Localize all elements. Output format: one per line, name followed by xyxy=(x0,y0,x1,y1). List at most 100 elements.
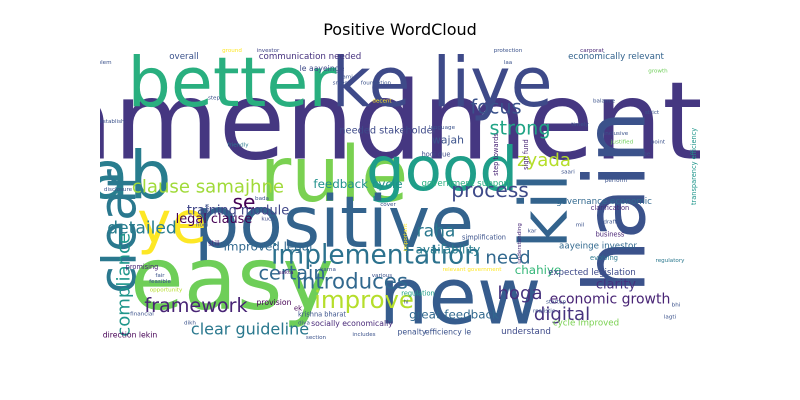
word-strong: strong xyxy=(489,116,550,139)
word-rule: rule xyxy=(260,131,408,220)
word-governance-economic: governance economic xyxy=(556,197,652,207)
word-certain: certain xyxy=(258,262,325,285)
word-ek: ek xyxy=(294,305,302,313)
word-step-towards: step towards xyxy=(492,133,500,176)
word-chahiye: chahiye xyxy=(515,263,562,277)
word-important: important xyxy=(403,223,409,251)
word-improve: improve xyxy=(314,285,414,314)
word-training-module: training module xyxy=(187,203,289,218)
word-cover: cover xyxy=(380,202,396,208)
cloud-background xyxy=(100,48,700,344)
word-hogi-due: hogi due xyxy=(422,151,451,159)
word-aayeinge-investor: aayeinge investor xyxy=(559,241,637,251)
word-wajah: wajah xyxy=(432,133,464,146)
word-investor: investor xyxy=(257,48,280,54)
word-kar: kar xyxy=(528,229,538,235)
word-establish: establish xyxy=(100,119,125,125)
word-great-feedback: great feedback xyxy=(409,307,499,321)
word-penalty: penalty xyxy=(398,328,427,337)
word-bhi: bhi xyxy=(672,303,681,309)
word-understanding: understanding xyxy=(517,223,523,264)
word-friendly: friendly xyxy=(227,143,249,149)
word-easy: easy xyxy=(130,228,334,330)
word-need: need xyxy=(485,248,530,269)
word-clear-guideline: clear guideline xyxy=(191,320,309,339)
word-amendment: amendment xyxy=(100,60,700,185)
word-provision: provision xyxy=(257,298,292,307)
word-perform: perform xyxy=(605,178,627,184)
word-diya: diya xyxy=(298,320,310,326)
word-balance: balance xyxy=(593,98,616,104)
word-se: se xyxy=(233,190,256,214)
word-regulatory: regulatory xyxy=(656,258,686,264)
word-feedback-cycle: feedback cycle xyxy=(313,177,402,191)
word-communication-needed: communication needed xyxy=(259,52,362,62)
word-le-aayeinge: le aayeinge xyxy=(300,64,345,73)
word-strict: strict xyxy=(645,110,660,116)
word-realistic: realistic xyxy=(533,308,555,314)
word-promising: promising xyxy=(126,263,159,271)
word-hain: hain xyxy=(567,110,666,293)
word-point: point xyxy=(651,140,666,146)
word-carporat: carporat xyxy=(580,48,605,54)
word-legal-clause: legal clause xyxy=(176,212,253,227)
word-protection: protection xyxy=(494,48,523,54)
word-framework: framework xyxy=(144,294,248,317)
word-simplification: simplification xyxy=(462,233,506,241)
word-language: language xyxy=(429,125,456,131)
word-relevant-government: relevant government xyxy=(443,267,503,273)
word-includes: includes xyxy=(352,332,375,338)
word-clear: clear xyxy=(100,169,148,294)
word-mil: mil xyxy=(576,223,585,229)
word-draft: draft xyxy=(603,220,617,226)
word-introduces: introduces xyxy=(296,269,408,294)
word-cycle-improved: cycle improved xyxy=(553,318,619,328)
word-kaafi: kaafi xyxy=(205,204,211,218)
word-overall: overall xyxy=(169,52,199,62)
word-good: good xyxy=(366,134,518,205)
word-various: various xyxy=(372,273,393,279)
word-krishna-bharat: krishna bharat xyxy=(298,310,346,318)
word-evolving: evolving xyxy=(590,254,618,262)
word-expected-legislation: expected legislation xyxy=(548,268,636,278)
word-problem: problem xyxy=(100,60,112,66)
word-lagti: lagti xyxy=(664,314,677,320)
word-government-support: government support xyxy=(421,179,511,189)
word-growth: growth xyxy=(648,69,668,75)
word-saari: saari xyxy=(561,169,575,175)
word-smes: smes xyxy=(333,81,348,87)
word-clarity: clarity xyxy=(596,277,637,292)
word-needed-stakeholder: needed stakeholder xyxy=(339,125,437,136)
word-ke-liye: ke liye xyxy=(331,48,552,123)
word-better: better xyxy=(127,48,337,123)
word-financial: financial xyxy=(130,311,154,317)
word-justified: justified xyxy=(610,140,634,146)
word-clause-samajhne: clause samajhne xyxy=(132,177,284,198)
word-socially-economically: socially economically xyxy=(311,319,393,328)
word-transparency-efficiency: transparency efficiency xyxy=(690,128,698,205)
word-dikh: dikh xyxy=(184,320,196,326)
word-economic-growth: economic growth xyxy=(550,292,671,308)
word-ye: ye xyxy=(137,189,207,257)
word-positive: positive xyxy=(194,181,474,264)
word-disclosure: disclosure xyxy=(104,187,133,193)
word-inclusive: inclusive xyxy=(604,131,629,137)
word-direction-lekin: direction lekin xyxy=(103,331,158,340)
word-sign-fund: sign fund xyxy=(522,139,530,170)
word-ground: ground xyxy=(222,48,242,54)
word-detailed: detailed xyxy=(107,219,176,239)
word-kami: kami xyxy=(339,75,353,81)
word-availability: availability xyxy=(416,242,481,256)
word-focus: focus xyxy=(470,96,521,119)
word-kil: kil xyxy=(506,173,583,248)
word-startup: startup xyxy=(546,300,567,306)
word-decent: decent xyxy=(372,98,392,104)
word-business: business xyxy=(596,231,625,239)
word-implementation: implementation xyxy=(271,240,481,271)
word-regulation: regulation xyxy=(401,290,435,298)
word-feasible: feasible xyxy=(149,279,171,285)
word-ab: ab xyxy=(100,137,171,214)
word-change: change xyxy=(630,152,651,158)
word-zyada: zyada xyxy=(517,150,571,171)
